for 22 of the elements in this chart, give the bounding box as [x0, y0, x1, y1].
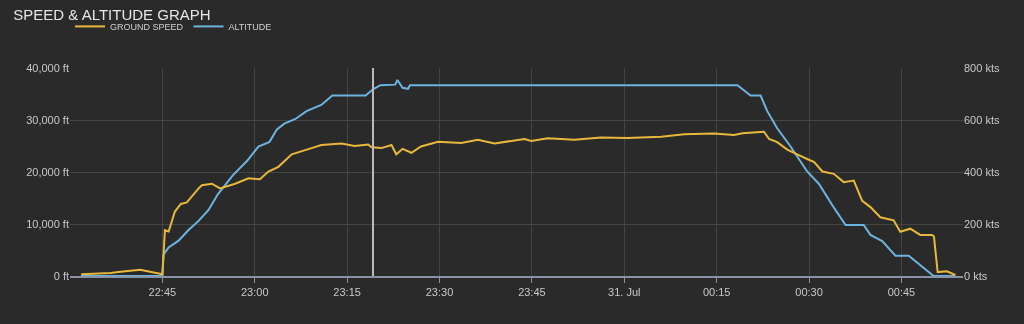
x-tick-label: 00:15 [702, 286, 731, 299]
x-tick-label: 22:45 [148, 286, 177, 299]
y2-tick-label: 200 kts [964, 217, 1000, 230]
legend-label: ALTITUDE [228, 21, 272, 32]
legend-label: GROUND SPEED [110, 21, 184, 32]
x-tick-label: 23:45 [518, 286, 546, 299]
x-tick-label: 31. Jul [608, 286, 641, 299]
y2-tick-label: 400 kts [964, 165, 1000, 178]
chart-title: SPEED & ALTITUDE GRAPH [13, 5, 211, 23]
x-tick-label: 23:30 [425, 286, 454, 299]
x-tick-label: 23:00 [240, 286, 269, 299]
y2-tick-label: 0 kts [964, 269, 988, 282]
y2-tick-label: 600 kts [964, 113, 1000, 126]
x-tick-label: 00:45 [887, 286, 916, 299]
x-tick-label: 23:15 [333, 286, 361, 299]
y-tick-label: 0 ft [53, 269, 69, 282]
x-tick-label: 00:30 [795, 286, 823, 299]
y-tick-label: 10,000 ft [26, 217, 69, 230]
y-tick-label: 40,000 ft [26, 61, 69, 74]
y-tick-label: 20,000 ft [26, 165, 69, 178]
y2-tick-label: 800 kts [964, 61, 1000, 74]
y-tick-label: 30,000 ft [26, 113, 69, 126]
